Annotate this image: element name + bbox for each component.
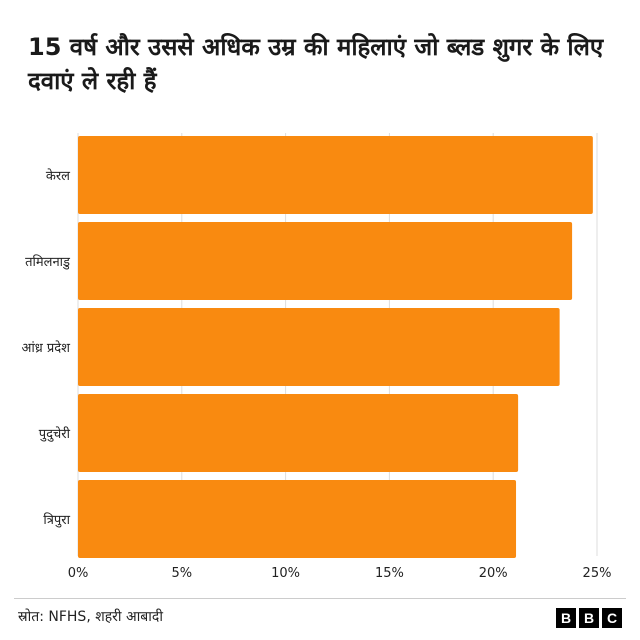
brand-letter: C: [602, 608, 622, 628]
category-label: आंध्र प्रदेश: [21, 340, 71, 356]
brand-letter: B: [556, 608, 576, 628]
category-label: त्रिपुरा: [43, 512, 70, 528]
x-tick-label: 15%: [375, 566, 404, 581]
bbc-logo: B B C: [556, 608, 622, 628]
source-note: स्रोत: NFHS, शहरी आबादी: [18, 609, 163, 625]
bar: [78, 480, 517, 558]
chart-title: 15 वर्ष और उससे अधिक उम्र की महिलाएं जो …: [28, 33, 604, 95]
category-label: केरल: [46, 168, 70, 184]
bar: [78, 394, 519, 472]
bar-chart: केरल तमिलनाडु आंध्र प्रदेश पुदुचेरी त्रिपुरा…: [21, 133, 612, 581]
footer-divider: [14, 598, 626, 599]
bar: [78, 222, 573, 300]
bar: [78, 308, 560, 386]
x-tick-label: 10%: [271, 566, 300, 581]
category-label: तमिलनाडु: [25, 254, 71, 270]
category-labels: केरल तमिलनाडु आंध्र प्रदेश पुदुचेरी त्रिपुरा: [21, 168, 71, 528]
x-tick-labels: 0% 5% 10% 15% 20% 25%: [68, 566, 612, 581]
category-label: पुदुचेरी: [39, 426, 71, 442]
x-tick-label: 25%: [583, 566, 612, 581]
brand-letter: B: [579, 608, 599, 628]
x-tick-label: 0%: [68, 566, 89, 581]
x-tick-label: 20%: [479, 566, 508, 581]
bar: [78, 136, 593, 214]
x-tick-label: 5%: [171, 566, 192, 581]
bars: [78, 136, 593, 558]
